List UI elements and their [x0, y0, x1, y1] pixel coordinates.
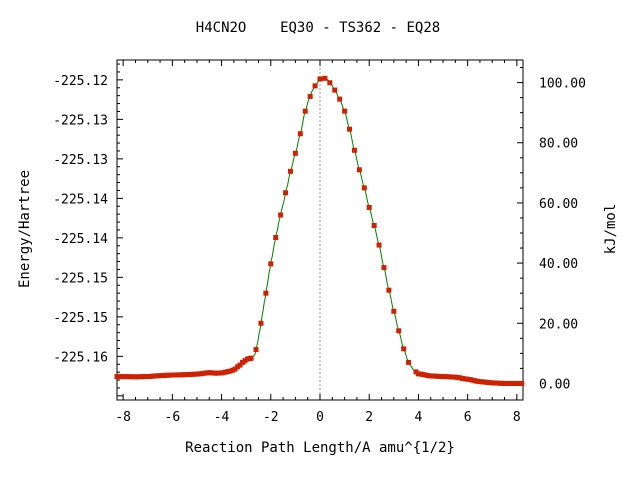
y-right-axis-ticks: 100.00 80.00 60.00 40.00 20.00 0.00	[517, 67, 586, 392]
x-tick-label: 6	[464, 410, 472, 425]
data-point-marker	[351, 147, 357, 153]
y-left-tick-label: -225.14	[53, 192, 108, 207]
data-markers	[114, 75, 525, 386]
data-point-marker	[391, 308, 397, 314]
data-point-marker	[322, 75, 328, 81]
data-point-marker	[283, 190, 289, 196]
data-point-marker	[248, 355, 254, 361]
x-tick-label: -6	[165, 410, 181, 425]
data-point-marker	[361, 185, 367, 191]
data-point-marker	[268, 261, 274, 267]
y-left-axis-ticks: -225.12 -225.13 -225.13 -225.14 -225.14 -225.…	[53, 63, 123, 397]
y-right-tick-label: 100.00	[539, 77, 586, 92]
data-point-marker	[263, 290, 269, 296]
y-left-tick-label: -225.12	[53, 74, 108, 89]
data-point-marker	[386, 287, 392, 293]
data-point-marker	[396, 328, 402, 334]
data-point-marker	[356, 167, 362, 173]
y-left-tick-label: -225.16	[53, 350, 108, 365]
x-axis-label: Reaction Path Length/A amu^{1/2}	[185, 440, 455, 456]
data-point-marker	[273, 235, 279, 241]
y-right-tick-label: 20.00	[539, 317, 578, 332]
data-point-marker	[307, 93, 313, 99]
x-tick-label: -8	[115, 410, 131, 425]
x-axis-ticks: -8 -6 -4 -2 0 2 4 6 8	[115, 60, 521, 425]
y-axis-label-right: kJ/mol	[603, 204, 619, 255]
data-point-marker	[381, 265, 387, 271]
x-tick-label: -2	[263, 410, 279, 425]
x-tick-label: 4	[415, 410, 423, 425]
data-point-marker	[519, 380, 525, 386]
y-left-tick-label: -225.15	[53, 311, 108, 326]
data-point-marker	[292, 150, 298, 156]
data-point-marker	[327, 80, 333, 86]
data-point-marker	[297, 131, 303, 137]
data-point-marker	[237, 362, 243, 368]
y-right-tick-label: 40.00	[539, 257, 578, 272]
y-right-tick-label: 80.00	[539, 137, 578, 152]
y-left-tick-label: -225.13	[53, 113, 108, 128]
y-axis-label-left: Energy/Hartree	[17, 170, 33, 288]
x-tick-label: -4	[214, 410, 230, 425]
data-point-marker	[332, 87, 338, 93]
x-tick-label: 8	[513, 410, 521, 425]
x-tick-label: 0	[316, 410, 324, 425]
x-tick-label: 2	[365, 410, 373, 425]
y-left-tick-label: -225.14	[53, 232, 108, 247]
data-point-marker	[312, 83, 318, 89]
data-point-marker	[287, 168, 293, 174]
data-point-marker	[347, 126, 353, 132]
data-point-marker	[342, 108, 348, 114]
data-point-marker	[317, 76, 323, 82]
data-point-marker	[258, 320, 264, 326]
data-point-marker	[401, 346, 407, 352]
data-point-marker	[253, 347, 259, 353]
data-point-marker	[278, 212, 284, 218]
data-point-marker	[371, 222, 377, 228]
data-point-marker	[302, 108, 308, 114]
y-right-tick-label: 60.00	[539, 197, 578, 212]
data-point-marker	[337, 96, 343, 102]
y-left-tick-label: -225.15	[53, 271, 108, 286]
y-right-tick-label: 0.00	[539, 377, 570, 392]
data-point-marker	[406, 359, 412, 365]
data-point-marker	[366, 204, 372, 210]
y-left-tick-label: -225.13	[53, 153, 108, 168]
chart-title: H4CN2O EQ30 - TS362 - EQ28	[196, 20, 440, 36]
data-point-marker	[376, 242, 382, 248]
